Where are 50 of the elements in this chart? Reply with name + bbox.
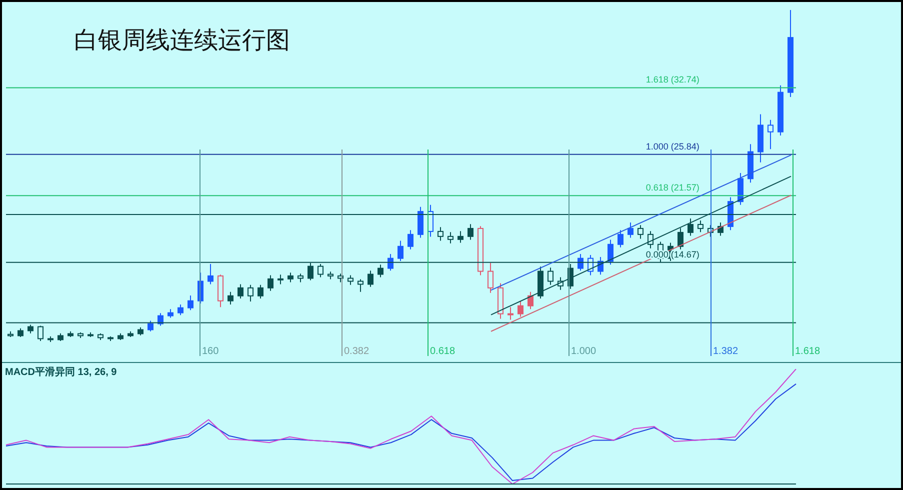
candlestick — [448, 232, 454, 244]
candlestick — [288, 272, 294, 283]
candlestick — [438, 226, 444, 242]
candlestick — [578, 254, 584, 272]
candlestick — [608, 239, 614, 266]
candlestick — [368, 270, 374, 288]
candlestick — [398, 240, 404, 262]
candlestick — [178, 304, 184, 316]
candlestick — [638, 224, 644, 240]
candlestick — [188, 295, 194, 311]
text: 160 — [202, 346, 220, 357]
candlestick — [148, 320, 154, 332]
candlestick — [528, 291, 534, 310]
candlestick — [648, 230, 654, 249]
text: 0.382 — [344, 346, 370, 357]
candlestick — [408, 230, 414, 250]
candlestick — [548, 267, 554, 286]
candlestick — [468, 224, 474, 240]
candlestick — [348, 274, 354, 286]
annotation: 0.618 (21.57) — [646, 182, 700, 193]
candlestick — [698, 220, 704, 233]
candlestick — [618, 230, 624, 248]
text: 0.618 — [430, 346, 456, 357]
candlestick — [228, 291, 234, 305]
candlestick — [248, 284, 254, 302]
text: 1.382 — [713, 346, 738, 357]
candlestick — [358, 278, 364, 292]
text: 白银周线连续运行图 — [74, 25, 290, 56]
candlestick — [628, 222, 634, 238]
candlestick — [678, 228, 684, 250]
candlestick — [208, 263, 214, 285]
annotation: 1.618 (32.74) — [646, 74, 700, 85]
text: 1.000 — [571, 346, 596, 357]
candlestick — [688, 218, 694, 236]
candlestick — [258, 284, 264, 300]
candlestick — [418, 206, 424, 238]
candlestick — [508, 306, 514, 320]
text: 1.618 — [795, 346, 820, 357]
candlestick — [268, 274, 274, 292]
chart-title: MACD平滑异同 13, 26, 9 — [5, 366, 117, 379]
candlestick — [388, 254, 394, 272]
candlestick — [738, 172, 744, 206]
candlestick — [768, 119, 774, 150]
candlestick — [278, 274, 284, 285]
candlestick — [518, 300, 524, 318]
annotation: 1.000 (25.84) — [646, 141, 700, 152]
candlestick — [38, 325, 44, 342]
candlestick — [458, 230, 464, 244]
candlestick — [238, 284, 244, 300]
candlestick — [488, 262, 494, 294]
